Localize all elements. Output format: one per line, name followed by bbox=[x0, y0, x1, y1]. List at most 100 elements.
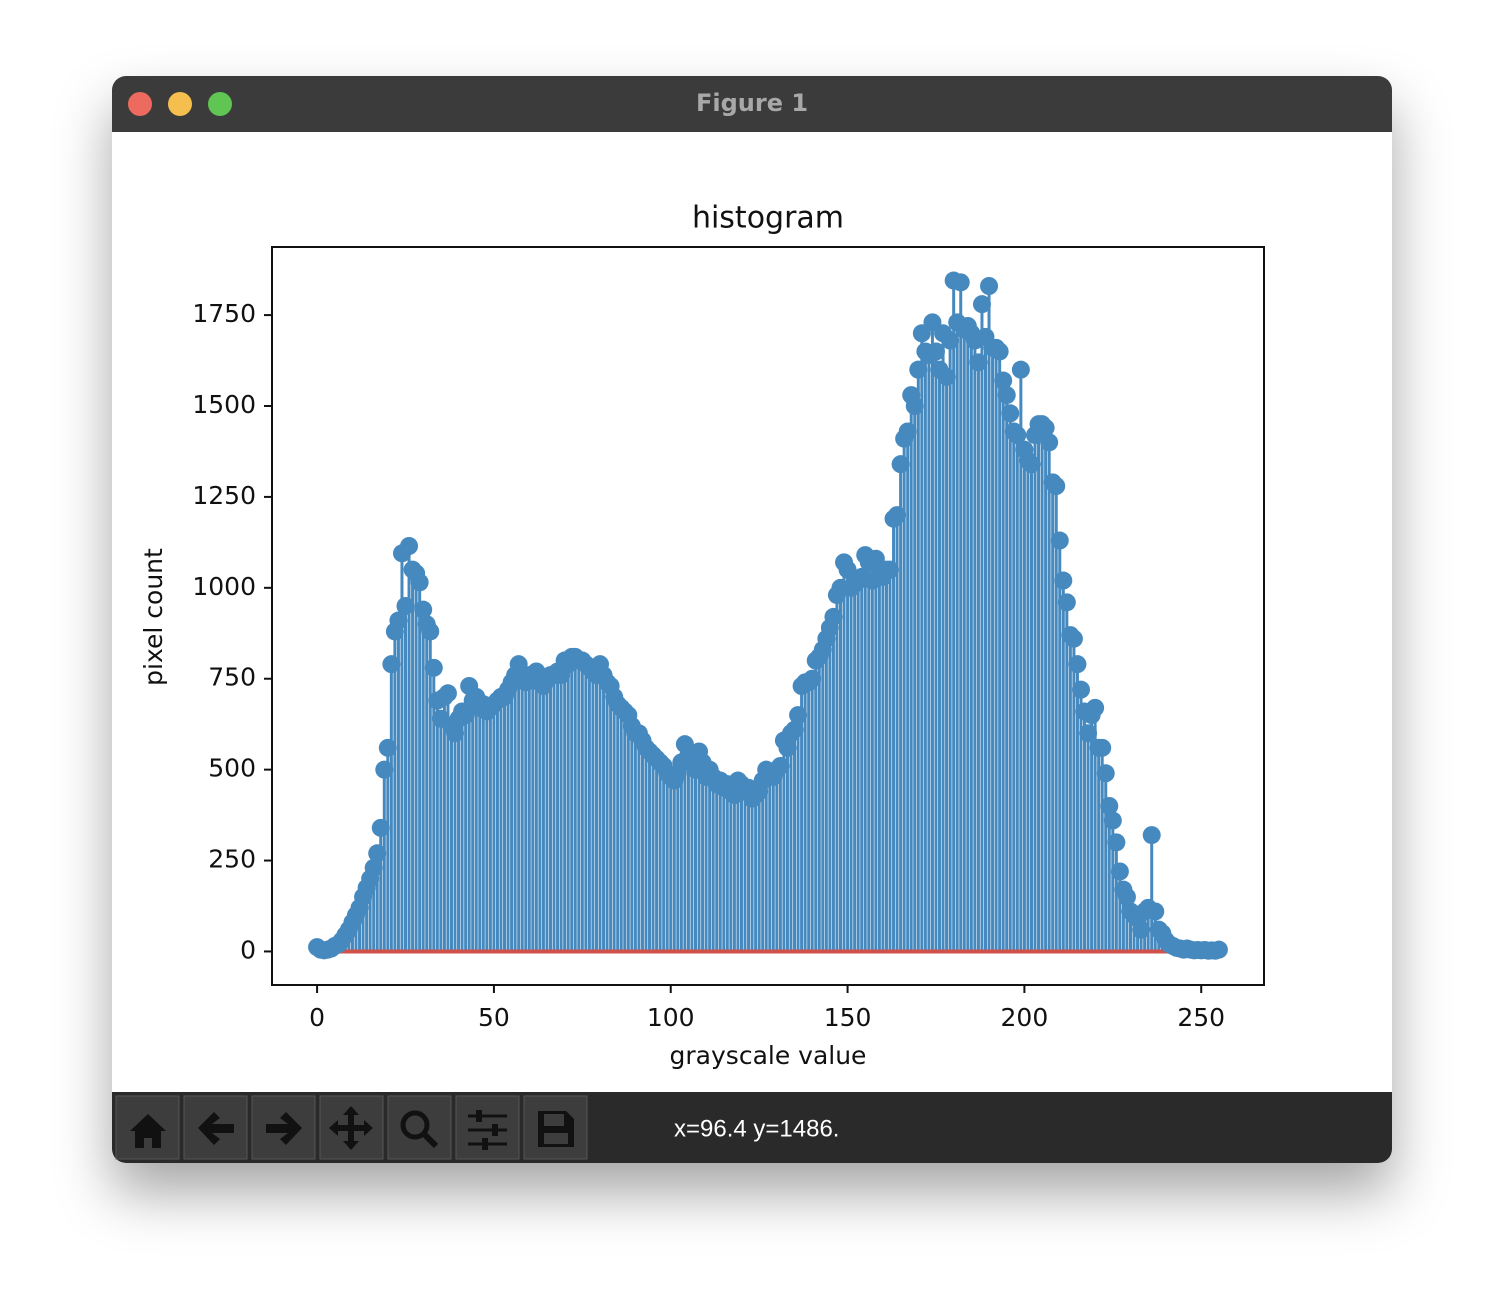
stem-marker bbox=[926, 342, 945, 361]
window-title: Figure 1 bbox=[696, 89, 808, 117]
stem-marker bbox=[438, 684, 457, 703]
y-tick-label: 500 bbox=[208, 754, 256, 783]
stem-marker bbox=[1040, 433, 1059, 452]
configure-knob bbox=[476, 1110, 482, 1122]
stem-marker bbox=[785, 720, 804, 739]
y-tick-label: 1750 bbox=[192, 299, 256, 328]
zoom-icon-handle bbox=[421, 1131, 439, 1149]
stem-marker bbox=[1036, 418, 1055, 437]
x-tick-label: 0 bbox=[309, 1003, 325, 1032]
configure-knob bbox=[492, 1124, 498, 1136]
stem-marker bbox=[972, 295, 991, 314]
stem-marker bbox=[909, 360, 928, 379]
stem-marker bbox=[456, 706, 475, 725]
home-icon bbox=[130, 1114, 166, 1148]
stem-marker bbox=[375, 760, 394, 779]
stem-marker bbox=[824, 607, 843, 626]
stem-marker bbox=[969, 353, 988, 372]
stem-marker bbox=[888, 506, 907, 525]
stem-marker bbox=[382, 655, 401, 674]
y-tick-label: 750 bbox=[208, 663, 256, 692]
pan-icon bbox=[329, 1106, 373, 1150]
stem-marker bbox=[400, 537, 419, 555]
stem-marker bbox=[421, 622, 440, 641]
plot-area bbox=[308, 271, 1228, 960]
x-tick-label: 250 bbox=[1177, 1003, 1225, 1032]
y-tick-label: 1000 bbox=[192, 572, 256, 601]
stem-marker bbox=[414, 600, 433, 619]
stem-marker bbox=[1064, 629, 1083, 648]
stem-marker bbox=[789, 706, 808, 725]
minimize-button[interactable] bbox=[168, 92, 192, 116]
stem-marker bbox=[1117, 887, 1136, 906]
window bbox=[112, 76, 1392, 1163]
y-tick-label: 1250 bbox=[192, 481, 256, 510]
save-button[interactable] bbox=[523, 1095, 588, 1160]
y-tick-label: 250 bbox=[208, 845, 256, 874]
x-tick-label: 200 bbox=[1001, 1003, 1049, 1032]
stem-marker bbox=[1071, 680, 1090, 699]
y-tick-label: 1500 bbox=[192, 390, 256, 419]
forward-icon bbox=[266, 1112, 302, 1145]
stem-marker bbox=[1103, 811, 1122, 830]
save-icon bbox=[538, 1111, 574, 1147]
x-tick-label: 100 bbox=[647, 1003, 695, 1032]
x-tick-label: 150 bbox=[824, 1003, 872, 1032]
stem-marker bbox=[1008, 426, 1027, 445]
stem-marker bbox=[1093, 738, 1112, 757]
y-tick-label: 0 bbox=[240, 935, 256, 964]
configure-knob bbox=[482, 1138, 488, 1150]
stem-marker bbox=[1022, 455, 1041, 474]
stem-marker bbox=[446, 724, 465, 743]
stem-marker bbox=[1011, 360, 1030, 379]
stem-marker bbox=[1001, 404, 1020, 423]
stem-marker bbox=[881, 560, 900, 579]
stem-marker bbox=[396, 597, 415, 615]
stem-marker bbox=[1146, 902, 1165, 921]
stem-marker bbox=[980, 277, 999, 295]
stem-marker bbox=[1096, 764, 1115, 783]
stem-marker bbox=[389, 611, 408, 630]
stem-marker bbox=[1054, 571, 1073, 590]
stem-marker bbox=[378, 738, 397, 757]
status-text: x=96.4 y=1486. bbox=[674, 1115, 839, 1142]
stem-marker bbox=[937, 367, 956, 386]
stem-marker bbox=[1047, 477, 1066, 495]
y-axis-label: pixel count bbox=[139, 548, 168, 686]
stem-marker bbox=[368, 844, 387, 863]
x-axis-label: grayscale value bbox=[670, 1041, 867, 1070]
stem-marker bbox=[994, 371, 1013, 390]
back-icon bbox=[198, 1112, 234, 1145]
axes-frame bbox=[271, 246, 1265, 986]
stem-marker bbox=[1100, 797, 1119, 815]
stem-marker bbox=[1057, 593, 1076, 612]
home-button[interactable] bbox=[115, 1095, 180, 1160]
stem-marker bbox=[990, 342, 1009, 361]
stem-marker bbox=[1132, 920, 1151, 939]
stem-marker bbox=[803, 669, 822, 688]
stem-marker bbox=[364, 858, 383, 877]
stem-marker bbox=[1107, 833, 1126, 852]
stem-marker bbox=[1110, 862, 1129, 881]
stem-marker bbox=[1068, 655, 1087, 674]
stem-marker bbox=[941, 331, 960, 350]
stem-marker bbox=[905, 397, 924, 415]
stem-marker bbox=[771, 757, 790, 775]
zoom-icon bbox=[400, 1110, 430, 1140]
stem-marker bbox=[951, 273, 970, 292]
stem-marker bbox=[1079, 724, 1098, 743]
stem-marker bbox=[997, 386, 1016, 405]
chart-title: histogram bbox=[692, 201, 844, 236]
close-button[interactable] bbox=[128, 92, 152, 116]
stem-marker bbox=[1209, 940, 1228, 959]
zoom-button[interactable] bbox=[208, 92, 232, 116]
stem-marker bbox=[424, 658, 443, 677]
title-bar bbox=[112, 76, 1392, 132]
x-tick-label: 50 bbox=[478, 1003, 510, 1032]
zoom-tool-button[interactable] bbox=[387, 1095, 452, 1160]
stem-marker bbox=[898, 422, 917, 441]
stem-marker bbox=[778, 738, 797, 757]
stem-marker bbox=[410, 573, 429, 592]
stem-marker bbox=[1142, 826, 1161, 845]
